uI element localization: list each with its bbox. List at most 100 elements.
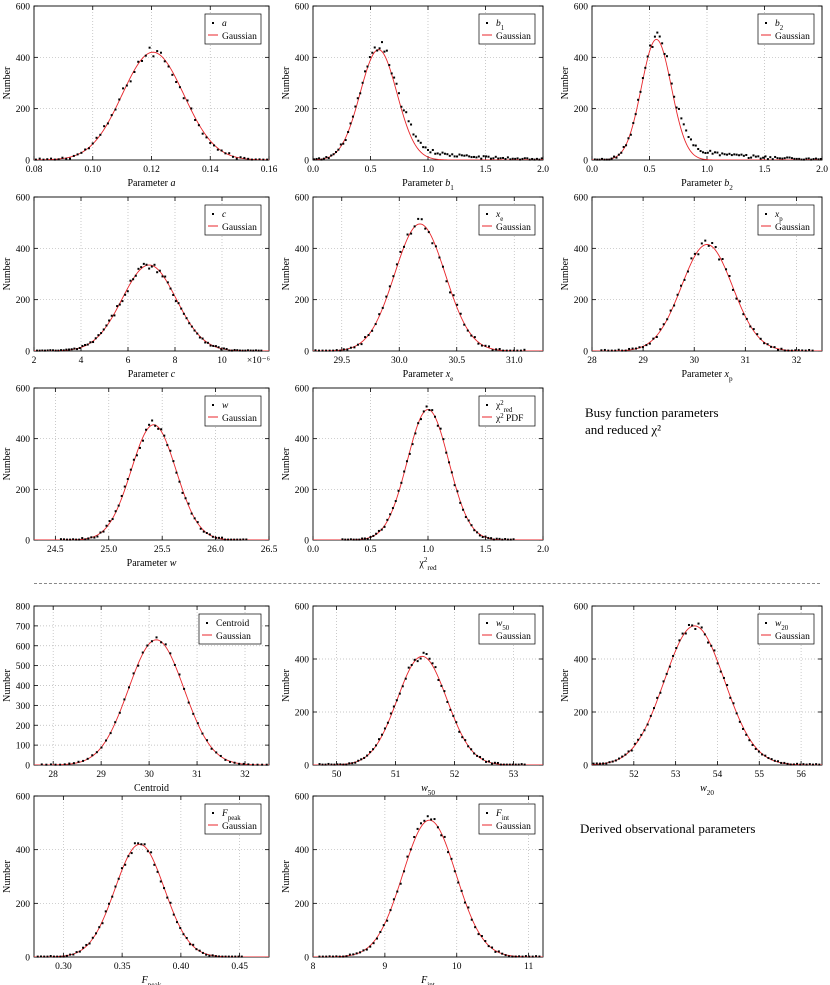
- data-point: [182, 97, 185, 100]
- data-point: [716, 662, 719, 665]
- data-point: [495, 348, 498, 351]
- data-point: [467, 906, 470, 909]
- data-point: [166, 896, 169, 899]
- data-point: [634, 113, 637, 116]
- data-point: [624, 349, 627, 352]
- x-axis-label: w50: [421, 783, 435, 797]
- data-point: [92, 341, 95, 344]
- x-tick-label: 28: [48, 770, 58, 780]
- legend-box: [204, 803, 262, 835]
- x-tick-label: 8: [311, 962, 316, 972]
- x-tick-label: 1.5: [480, 545, 492, 555]
- y-tick-label: 500: [16, 662, 31, 672]
- data-point: [105, 324, 108, 327]
- data-point: [641, 77, 644, 80]
- data-point: [383, 50, 386, 53]
- chart-panel-2: 0.0 0.5 1.0 1.5 2.0 0 200 400 600 Parameter b1 Num…: [281, 3, 549, 193]
- plot-frame: [591, 196, 823, 352]
- data-point: [523, 348, 526, 351]
- data-point: [327, 762, 330, 765]
- data-point: [315, 157, 318, 160]
- data-point: [456, 303, 459, 306]
- data-point: [39, 955, 42, 958]
- y-tick-label: 600: [295, 793, 310, 803]
- data-point: [354, 761, 357, 764]
- y-tick-label: 200: [16, 105, 31, 115]
- data-point: [476, 531, 479, 534]
- x-tick-label: 30: [144, 770, 154, 780]
- data-point: [649, 714, 652, 717]
- y-axis-label: Number: [2, 668, 13, 701]
- data-point: [614, 349, 617, 352]
- data-point: [424, 227, 427, 230]
- data-point: [361, 81, 364, 84]
- data-point: [403, 470, 406, 473]
- data-point: [502, 156, 505, 159]
- data-point: [475, 156, 478, 159]
- x-axis-label: Parameter b2: [681, 178, 733, 192]
- data-point: [208, 533, 211, 536]
- data-point: [224, 758, 227, 761]
- data-point: [239, 538, 242, 541]
- data-point: [76, 153, 79, 156]
- data-point: [224, 955, 227, 958]
- data-point: [164, 643, 167, 646]
- data-point: [233, 761, 236, 764]
- data-point: [322, 157, 325, 160]
- data-point: [148, 46, 151, 49]
- data-point: [441, 265, 444, 268]
- data-point: [473, 752, 476, 755]
- data-point: [811, 349, 814, 352]
- x-tick-label: 0.5: [365, 165, 377, 175]
- data-point: [419, 657, 422, 660]
- data-point: [656, 31, 659, 34]
- data-point: [369, 945, 372, 948]
- x-tick-label: 31.0: [506, 356, 523, 366]
- data-point: [484, 940, 487, 943]
- data-point: [127, 855, 130, 858]
- legend-marker-points: [212, 22, 214, 24]
- data-point: [133, 71, 136, 73]
- data-point: [405, 111, 408, 114]
- y-axis-label: Number: [2, 257, 13, 290]
- data-point: [114, 510, 117, 513]
- data-point: [390, 72, 393, 75]
- data-point: [699, 150, 702, 153]
- series-curve: [592, 625, 822, 765]
- data-point: [519, 158, 521, 161]
- data-point: [783, 761, 786, 764]
- data-point: [321, 349, 324, 352]
- data-point: [601, 157, 604, 160]
- data-point: [46, 955, 49, 958]
- series-curve: [313, 819, 543, 957]
- data-point: [388, 64, 391, 67]
- data-point: [383, 525, 386, 528]
- legend-entry-model: Gaussian: [496, 223, 531, 233]
- data-point: [75, 951, 78, 954]
- data-point: [130, 852, 133, 855]
- data-point: [236, 538, 239, 541]
- data-point: [368, 56, 371, 59]
- data-point: [531, 955, 534, 958]
- data-point: [814, 157, 817, 160]
- data-point: [357, 759, 360, 762]
- data-point: [494, 155, 497, 158]
- data-point: [786, 762, 789, 765]
- data-point: [603, 348, 606, 351]
- data-point: [214, 955, 217, 958]
- data-point: [776, 348, 779, 351]
- legend-box: [478, 613, 536, 645]
- data-point: [219, 754, 222, 757]
- data-point: [173, 663, 176, 666]
- data-point: [598, 762, 601, 765]
- data-point: [98, 926, 101, 929]
- data-point: [425, 653, 428, 656]
- data-point: [538, 955, 541, 958]
- y-tick-label: 200: [295, 900, 310, 910]
- data-point: [68, 348, 71, 351]
- data-point: [392, 275, 395, 278]
- y-tick-label: 600: [16, 3, 31, 13]
- y-axis-label: Number: [281, 447, 292, 480]
- data-point: [653, 35, 656, 38]
